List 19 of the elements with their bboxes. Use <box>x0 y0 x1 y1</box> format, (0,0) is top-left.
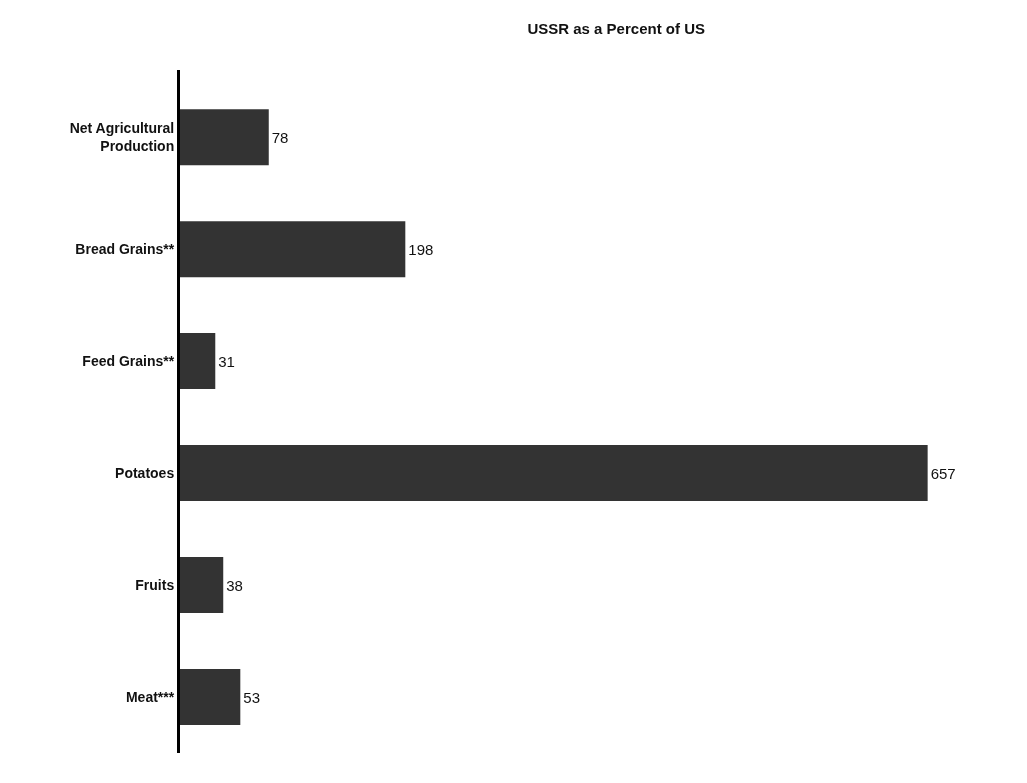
bar <box>180 109 269 166</box>
data-label: 78 <box>271 128 289 146</box>
data-label: 657 <box>930 464 956 482</box>
bar <box>180 445 928 502</box>
y-tick-label: Feed Grains** <box>82 353 175 370</box>
y-tick-label: Potatoes <box>115 464 175 481</box>
y-tick-label: Fruits <box>135 576 175 593</box>
y-tick-label: Meat*** <box>125 688 175 705</box>
y-tick-label: Net Agricultural Production <box>69 119 175 155</box>
data-label: 38 <box>226 576 243 594</box>
data-label: 53 <box>243 688 260 706</box>
bar <box>180 333 216 390</box>
chart-title: USSR as a Percent of US <box>527 19 705 37</box>
bar <box>180 669 241 726</box>
data-label: 31 <box>218 352 235 370</box>
y-tick-label: Bread Grains** <box>75 241 175 258</box>
bar <box>180 557 224 614</box>
bar <box>180 221 406 278</box>
data-label: 198 <box>408 240 434 258</box>
